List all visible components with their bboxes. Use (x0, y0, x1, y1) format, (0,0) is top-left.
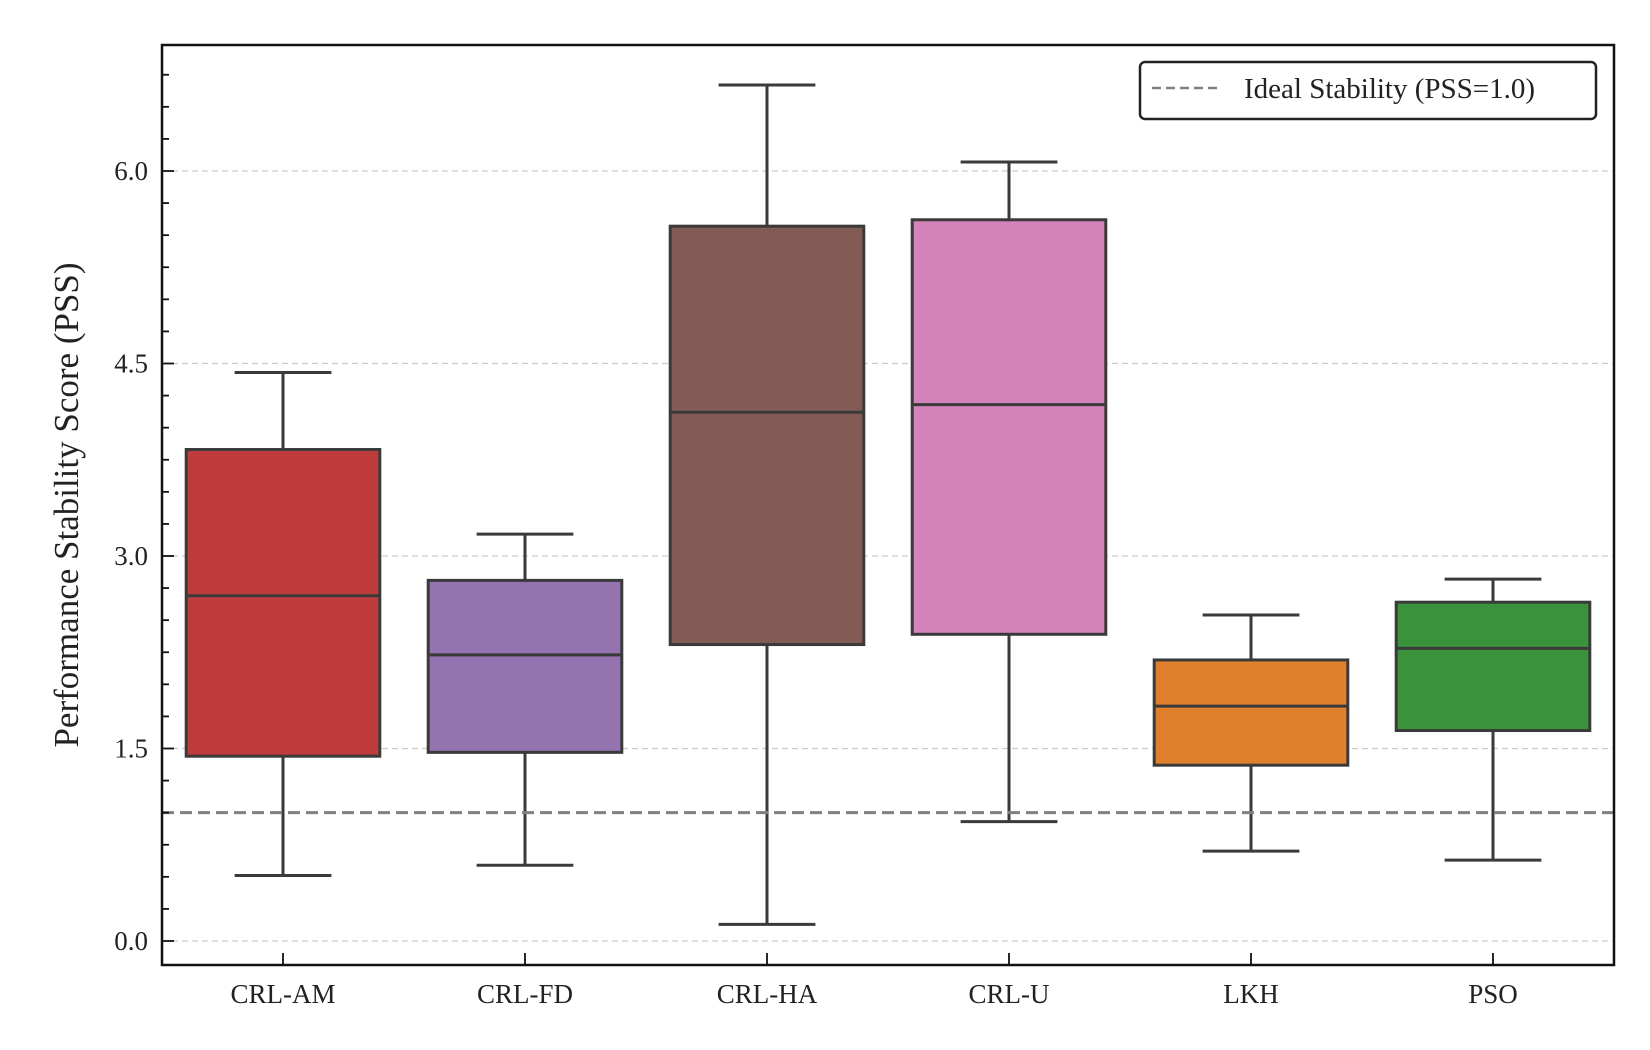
box (1152, 658, 1350, 767)
box (426, 578, 624, 754)
box (668, 224, 866, 647)
legend-label: Ideal Stability (PSS=1.0) (1244, 73, 1535, 105)
legend-box (1138, 60, 1598, 121)
y-tick-label-2: 3.0 (114, 541, 148, 571)
x-tick-label-pso: PSO (1468, 979, 1518, 1009)
plot-frame (160, 43, 1616, 967)
box-group-crl-fd (426, 532, 624, 867)
x-tick-label-crl-am: CRL-AM (230, 979, 335, 1009)
y-axis: 0.0 1.5 3.0 4.5 6.0 (114, 73, 174, 956)
box-group-crl-am (184, 370, 382, 878)
y-axis-title: Performance Stability Score (PSS) (47, 262, 86, 747)
box-plots (184, 83, 1592, 926)
box-group-crl-u (910, 160, 1108, 824)
box-group-pso (1394, 577, 1592, 862)
box (184, 447, 382, 758)
box (910, 218, 1108, 636)
box-group-lkh (1152, 613, 1350, 853)
x-tick-label-lkh: LKH (1223, 979, 1279, 1009)
box-group-crl-ha (668, 83, 866, 926)
box (1394, 600, 1592, 733)
y-tick-label-1: 1.5 (114, 734, 148, 764)
x-tick-label-crl-ha: CRL-HA (717, 979, 818, 1009)
y-tick-label-3: 4.5 (114, 349, 148, 379)
y-tick-label-4: 6.0 (114, 156, 148, 186)
x-tick-label-crl-u: CRL-U (969, 979, 1050, 1009)
legend: Ideal Stability (PSS=1.0) (1138, 60, 1598, 121)
y-tick-label-0: 0.0 (114, 926, 148, 956)
x-axis: CRL-AM CRL-FD CRL-HA CRL-U LKH PSO (230, 953, 1518, 1009)
grid-lines (162, 170, 1614, 942)
x-tick-label-crl-fd: CRL-FD (477, 979, 573, 1009)
